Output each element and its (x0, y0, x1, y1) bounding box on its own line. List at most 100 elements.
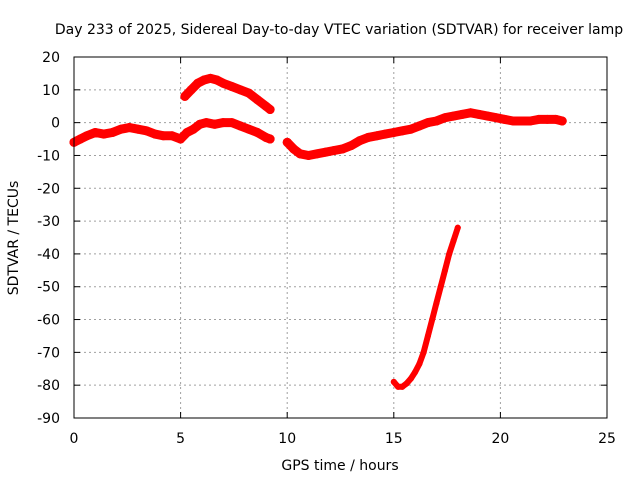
data-point (159, 131, 169, 141)
x-axis-label: GPS time / hours (281, 458, 398, 474)
data-point (133, 124, 143, 134)
data-point (235, 121, 245, 131)
x-tick-label: 15 (385, 431, 403, 447)
data-point (534, 114, 544, 124)
data-point (107, 127, 117, 137)
data-point (390, 378, 397, 385)
data-point (227, 82, 237, 92)
data-point (282, 137, 292, 147)
data-point (329, 146, 339, 156)
data-point (433, 300, 440, 307)
data-point (82, 131, 92, 141)
data-point (431, 116, 441, 126)
data-point (372, 131, 382, 141)
y-axis-label: SDTVAR / TECUs (6, 181, 22, 296)
y-tick-label: 10 (42, 83, 60, 99)
data-point (338, 144, 348, 154)
data-point (363, 132, 373, 142)
plot-frame (73, 56, 608, 419)
y-tick-label: -30 (37, 214, 60, 230)
data-point (395, 383, 402, 390)
x-tick-label: 10 (278, 431, 296, 447)
data-point (457, 109, 467, 119)
data-point (406, 124, 416, 134)
data-point (295, 149, 305, 159)
data-point (424, 332, 431, 339)
data-point (201, 118, 211, 128)
data-point (218, 78, 228, 88)
data-point (446, 250, 453, 257)
y-tick-label: 0 (51, 116, 60, 132)
data-point (244, 88, 254, 98)
y-tick-label: -10 (37, 148, 60, 164)
data-point (355, 136, 365, 146)
data-point (265, 134, 275, 144)
data-point (289, 144, 299, 154)
y-tick-label: -60 (37, 313, 60, 329)
data-point (252, 95, 262, 105)
data-point (99, 129, 109, 139)
y-tick-label: -80 (37, 378, 60, 394)
data-point (466, 108, 476, 118)
data-point (380, 129, 390, 139)
data-point (414, 121, 424, 131)
data-point (265, 105, 275, 115)
data-point (186, 85, 196, 95)
data-point (244, 124, 254, 134)
data-point (416, 360, 423, 367)
data-point (517, 116, 527, 126)
data-point (450, 237, 457, 244)
data-point (423, 118, 433, 128)
data-point (429, 316, 436, 323)
x-tick-label: 0 (70, 431, 79, 447)
data-point (150, 129, 160, 139)
data-point (474, 109, 484, 119)
y-tick-label: -20 (37, 181, 60, 197)
data-point (124, 123, 134, 133)
data-point (304, 150, 314, 160)
data-point (227, 118, 237, 128)
data-point (403, 380, 410, 387)
y-tick-label: 20 (42, 50, 60, 66)
y-tick-label: -50 (37, 280, 60, 296)
data-point (500, 114, 510, 124)
data-point (397, 126, 407, 136)
data-point (420, 349, 427, 356)
data-point (399, 383, 406, 390)
data-point (90, 127, 100, 137)
data-point (491, 113, 501, 123)
data-point (448, 111, 458, 121)
data-point (235, 85, 245, 95)
series-layer (69, 73, 567, 390)
data-point (218, 118, 228, 128)
data-point (188, 124, 198, 134)
data-point (508, 116, 518, 126)
data-point (321, 147, 331, 157)
data-point (525, 116, 535, 126)
y-tick-label: -90 (37, 411, 60, 427)
y-tick-label: -70 (37, 345, 60, 361)
y-tick-label: -40 (37, 247, 60, 263)
data-point (346, 141, 356, 151)
data-point (412, 369, 419, 376)
data-point (252, 127, 262, 137)
data-point (116, 124, 126, 134)
data-point (454, 224, 461, 231)
data-point (440, 113, 450, 123)
data-point (141, 126, 151, 136)
data-point (389, 127, 399, 137)
data-point (176, 134, 186, 144)
data-point (557, 116, 567, 126)
data-point (542, 114, 552, 124)
grid-lines (74, 57, 607, 418)
data-point (407, 375, 414, 382)
x-tick-label: 5 (176, 431, 185, 447)
data-point (437, 283, 444, 290)
axis-ticks: 0 5 10 15 20 25 20 10 0 -10 -20 -30 -40 -50 -60 -70 -80 -… (37, 50, 616, 447)
data-point (180, 91, 190, 101)
data-point (312, 149, 322, 159)
data-point (441, 267, 448, 274)
data-point (210, 119, 220, 129)
data-point (167, 131, 177, 141)
